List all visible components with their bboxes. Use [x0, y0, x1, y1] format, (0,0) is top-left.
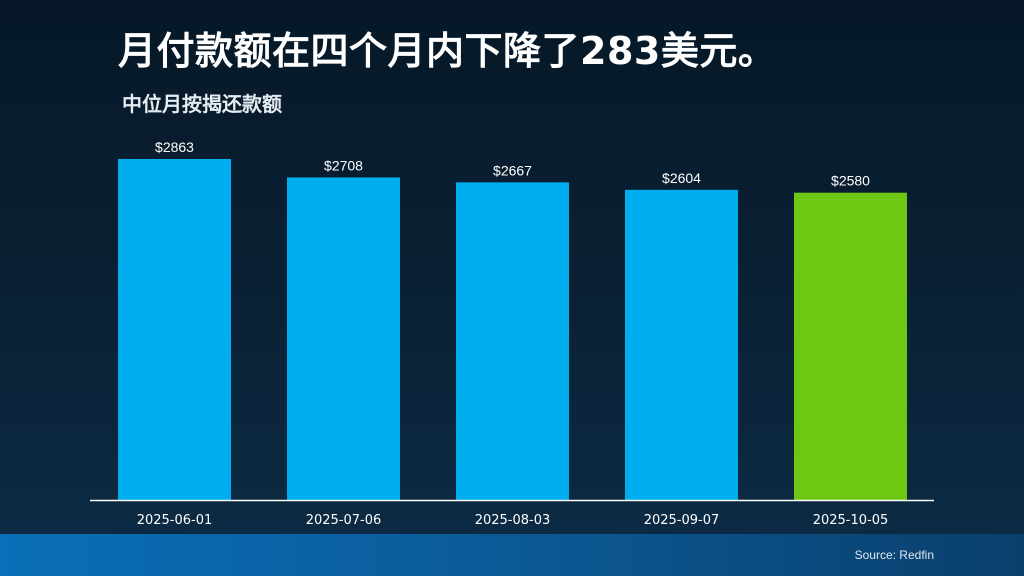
bar-2025-07-06 — [287, 177, 400, 500]
chart-subtitle: 中位月按揭还款额 — [122, 92, 282, 116]
data-label-2025-10-05: $2580 — [831, 173, 870, 189]
x-tick-label-2025-09-07: 2025-09-07 — [644, 513, 720, 528]
bar-2025-09-07 — [625, 189, 738, 501]
bar-2025-08-03 — [456, 182, 569, 501]
data-label-2025-07-06: $2708 — [324, 157, 363, 173]
x-tick-label-2025-06-01: 2025-06-01 — [137, 513, 213, 528]
data-label-2025-08-03: $2667 — [493, 162, 532, 178]
source-note: Source: Redfin — [854, 548, 934, 562]
chart-title: 月付款额在四个月内下降了283美元。 — [118, 29, 777, 73]
data-label-2025-09-07: $2604 — [662, 170, 701, 186]
x-tick-label-2025-07-06: 2025-07-06 — [306, 513, 382, 528]
footer-band: Source: Redfin — [0, 534, 1024, 576]
bar-2025-10-05 — [794, 192, 907, 500]
x-tick-label-2025-08-03: 2025-08-03 — [475, 513, 551, 528]
x-tick-label-2025-10-05: 2025-10-05 — [813, 513, 889, 528]
bar-2025-06-01 — [118, 159, 231, 500]
data-label-2025-06-01: $2863 — [155, 139, 194, 155]
bar-chart: $2863 2025-06-01 $2708 2025-07-06 $2667 2025-… — [118, 139, 907, 528]
